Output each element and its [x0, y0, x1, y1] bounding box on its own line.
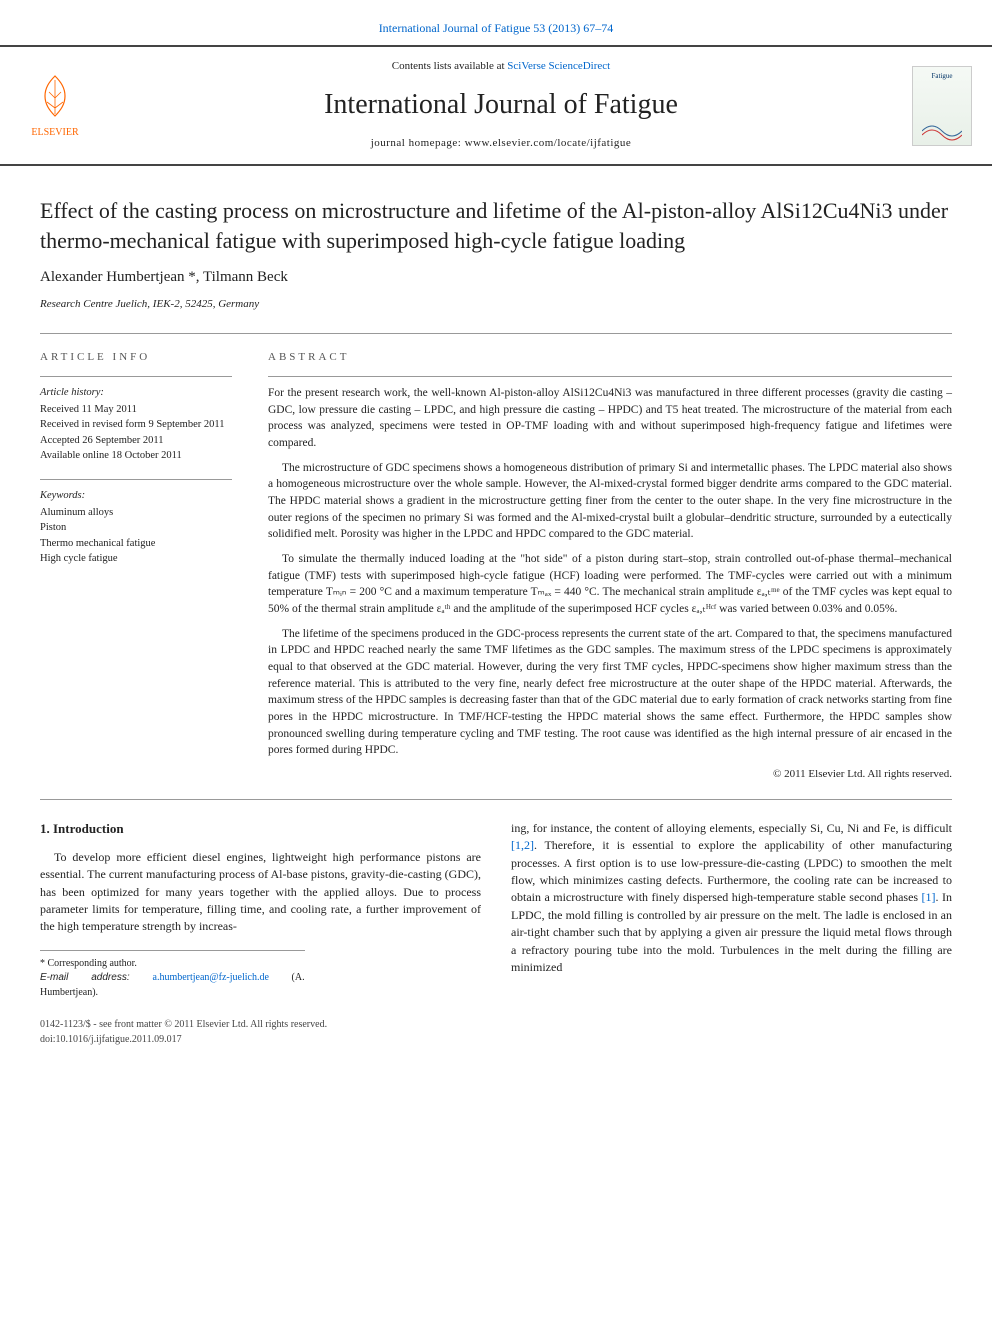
history-title: Article history:: [40, 385, 232, 400]
contents-line: Contents lists available at SciVerse Sci…: [110, 59, 892, 75]
contents-prefix: Contents lists available at: [392, 60, 507, 72]
abstract-paragraph: The microstructure of GDC specimens show…: [268, 460, 952, 543]
info-abstract-row: ARTICLE INFO Article history: Received 1…: [40, 333, 952, 799]
issn-line: 0142-1123/$ - see front matter © 2011 El…: [40, 1018, 952, 1033]
body-two-column: 1. Introduction To develop more efficien…: [0, 800, 992, 1010]
elsevier-tree-icon: [29, 70, 81, 122]
abstract-paragraph: The lifetime of the specimens produced i…: [268, 626, 952, 759]
author-list: Alexander Humbertjean *, Tilmann Beck: [40, 269, 288, 285]
cover-wave-icon: [922, 121, 962, 141]
ref-link[interactable]: [1,2]: [511, 838, 534, 852]
body-paragraph: To develop more efficient diesel engines…: [40, 849, 481, 936]
doi-line: doi:10.1016/j.ijfatigue.2011.09.017: [40, 1033, 952, 1048]
section-number: 1.: [40, 821, 50, 836]
journal-banner: ELSEVIER Contents lists available at Sci…: [0, 45, 992, 165]
homepage-prefix: journal homepage:: [371, 137, 465, 149]
keywords-block: Keywords: Aluminum alloys Piston Thermo …: [40, 479, 232, 566]
corresponding-note: * Corresponding author.: [40, 957, 305, 972]
abstract-copyright: © 2011 Elsevier Ltd. All rights reserved…: [268, 767, 952, 783]
body-text: ing, for instance, the content of alloyi…: [511, 821, 952, 835]
journal-name: International Journal of Fatigue: [110, 85, 892, 126]
abstract-paragraph: To simulate the thermally induced loadin…: [268, 551, 952, 618]
footnote-block: * Corresponding author. E-mail address: …: [40, 950, 305, 1001]
keyword: Piston: [40, 520, 232, 535]
info-heading: ARTICLE INFO: [40, 350, 232, 366]
abstract-heading: ABSTRACT: [268, 350, 952, 366]
article-info-column: ARTICLE INFO Article history: Received 1…: [40, 334, 250, 799]
author-email-link[interactable]: a.humbertjean@fz-juelich.de: [153, 972, 269, 983]
keyword: High cycle fatigue: [40, 551, 232, 566]
banner-center: Contents lists available at SciVerse Sci…: [110, 59, 892, 151]
journal-cover-thumb: Fatigue: [912, 66, 972, 146]
homepage-url[interactable]: www.elsevier.com/locate/ijfatigue: [465, 137, 632, 149]
history-line: Received in revised form 9 September 201…: [40, 417, 232, 432]
page-footer: 0142-1123/$ - see front matter © 2011 El…: [0, 1010, 992, 1067]
body-right-column: ing, for instance, the content of alloyi…: [511, 820, 952, 1000]
sciencedirect-link[interactable]: SciVerse ScienceDirect: [507, 60, 610, 72]
affiliation: Research Centre Juelich, IEK-2, 52425, G…: [0, 297, 992, 333]
authors: Alexander Humbertjean *, Tilmann Beck: [0, 267, 992, 297]
body-left-column: 1. Introduction To develop more efficien…: [40, 820, 481, 1000]
history-line: Available online 18 October 2011: [40, 448, 232, 463]
publisher-name: ELSEVIER: [31, 127, 78, 138]
citation-link[interactable]: International Journal of Fatigue 53 (201…: [379, 21, 614, 35]
section-title: Introduction: [53, 821, 124, 836]
email-line: E-mail address: a.humbertjean@fz-juelich…: [40, 971, 305, 1000]
homepage-line: journal homepage: www.elsevier.com/locat…: [110, 136, 892, 152]
history-line: Received 11 May 2011: [40, 402, 232, 417]
email-label: E-mail address:: [40, 972, 153, 983]
article-title: Effect of the casting process on microst…: [0, 166, 992, 267]
history-block: Article history: Received 11 May 2011 Re…: [40, 376, 232, 463]
abstract-paragraph: For the present research work, the well-…: [268, 385, 952, 452]
history-line: Accepted 26 September 2011: [40, 433, 232, 448]
body-text: . Therefore, it is essential to explore …: [511, 838, 952, 904]
publisher-logo: ELSEVIER: [20, 70, 90, 141]
ref-link[interactable]: [1]: [922, 890, 936, 904]
header-citation: International Journal of Fatigue 53 (201…: [0, 0, 992, 45]
section-heading: 1. Introduction: [40, 820, 481, 839]
abstract-column: ABSTRACT For the present research work, …: [250, 334, 952, 799]
body-paragraph: ing, for instance, the content of alloyi…: [511, 820, 952, 977]
keyword: Aluminum alloys: [40, 505, 232, 520]
keyword: Thermo mechanical fatigue: [40, 536, 232, 551]
keywords-title: Keywords:: [40, 488, 232, 503]
cover-thumb-title: Fatigue: [932, 71, 953, 81]
